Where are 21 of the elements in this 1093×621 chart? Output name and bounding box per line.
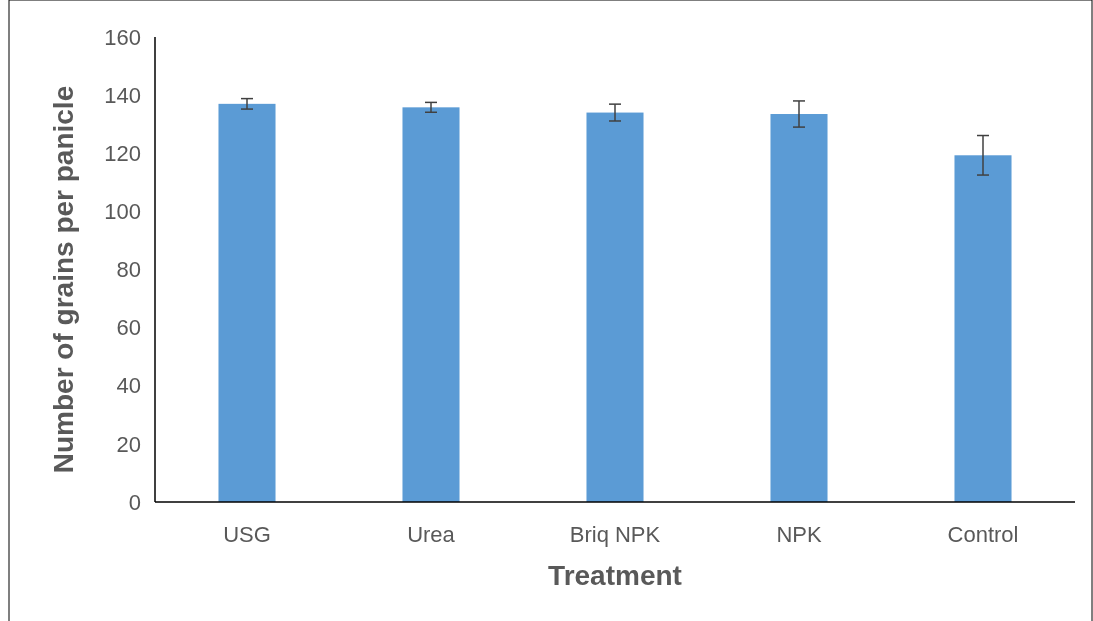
y-tick-label: 120 (104, 140, 141, 166)
y-axis-title: Number of grains per panicle (48, 85, 79, 474)
x-tick-label: NPK (776, 522, 822, 547)
y-tick-label: 160 (104, 24, 141, 50)
y-tick-label: 40 (116, 373, 141, 399)
y-tick-label: 0 (128, 489, 141, 515)
bar (770, 114, 828, 502)
y-tick-label: 80 (116, 257, 141, 283)
bar (586, 112, 644, 502)
y-tick-label: 60 (116, 315, 141, 341)
bar (218, 103, 276, 502)
y-tick-label: 20 (116, 431, 141, 457)
x-tick-label: Urea (407, 522, 456, 547)
x-tick-label: Briq NPK (569, 522, 661, 547)
x-axis-title: Treatment (548, 560, 682, 591)
y-tick-label: 100 (104, 199, 141, 225)
bar (954, 155, 1012, 502)
x-tick-label: Control (947, 522, 1019, 547)
y-tick-label: 140 (104, 82, 141, 108)
x-tick-label: USG (223, 522, 271, 547)
bar (402, 107, 460, 502)
